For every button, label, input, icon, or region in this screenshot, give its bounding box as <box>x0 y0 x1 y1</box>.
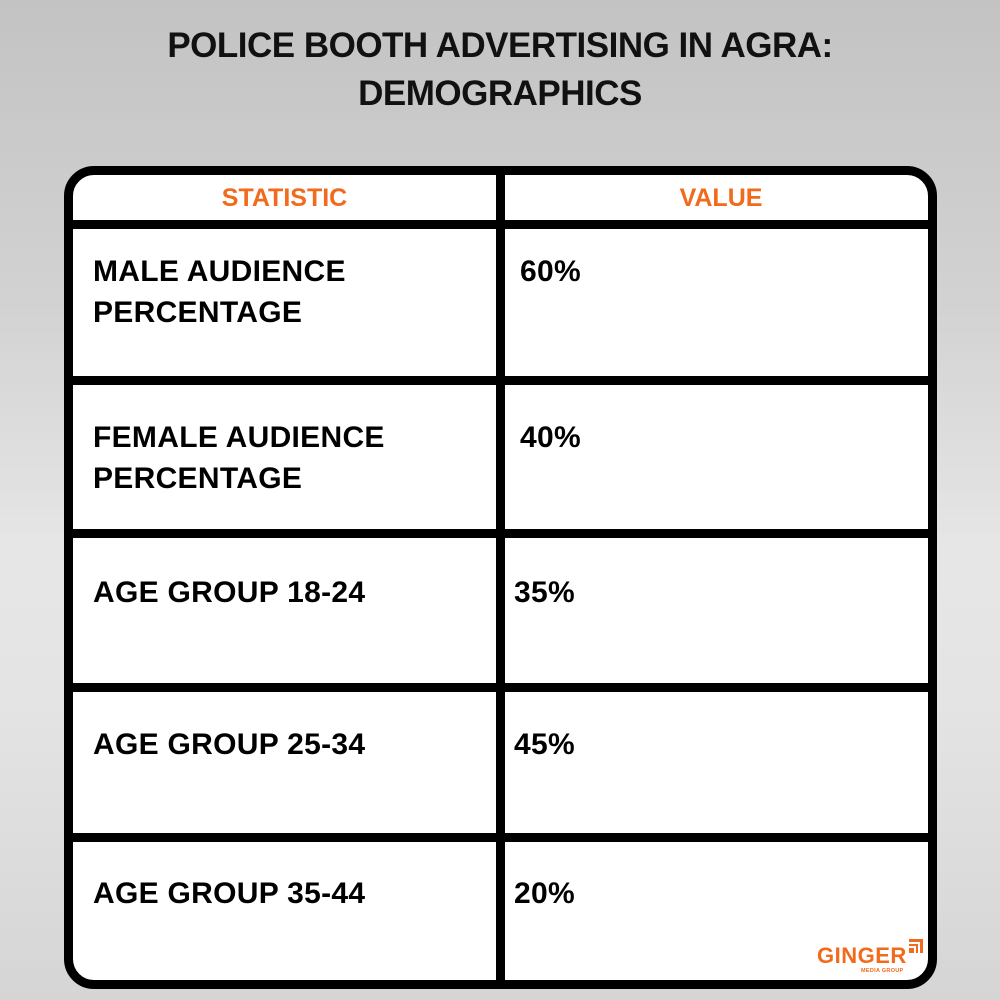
column-header-statistic: STATISTIC <box>221 184 348 212</box>
page-title: POLICE BOOTH ADVERTISING IN AGRA: DEMOGR… <box>0 22 1000 118</box>
row-divider <box>73 683 928 692</box>
column-header-value: VALUE <box>679 184 763 212</box>
value-cell: 45% <box>514 728 575 761</box>
ginger-media-group-logo: GINGER MEDIA GROUP <box>817 939 923 979</box>
statistic-label: PERCENTAGE <box>93 462 303 495</box>
statistic-cell: AGE GROUP 35-44 <box>93 877 366 910</box>
logo-name: GINGER <box>817 943 907 968</box>
logo-subtitle: MEDIA GROUP <box>861 968 904 974</box>
statistic-label: PERCENTAGE <box>93 296 303 329</box>
statistic-cell: AGE GROUP 18-24 <box>93 576 366 609</box>
demographics-table: STATISTIC VALUE MALE AUDIENCE PERCENTAGE… <box>64 166 937 989</box>
title-line-2: DEMOGRAPHICS <box>358 74 642 113</box>
statistic-label: MALE AUDIENCE <box>93 255 346 288</box>
value-cell: 20% <box>514 877 575 910</box>
statistic-cell: FEMALE AUDIENCE PERCENTAGE <box>93 417 493 499</box>
statistic-cell: MALE AUDIENCE PERCENTAGE <box>93 251 493 333</box>
title-line-1: POLICE BOOTH ADVERTISING IN AGRA: <box>167 26 833 65</box>
statistic-label: FEMALE AUDIENCE <box>93 421 385 454</box>
value-cell: 35% <box>514 576 575 609</box>
row-divider <box>73 529 928 538</box>
statistic-cell: AGE GROUP 25-34 <box>93 728 366 761</box>
row-divider <box>73 376 928 385</box>
value-cell: 60% <box>520 255 581 288</box>
row-divider <box>73 833 928 842</box>
ginger-logo-mark-icon <box>909 939 923 953</box>
column-divider <box>496 175 505 980</box>
header-divider <box>73 220 928 229</box>
value-cell: 40% <box>520 421 581 454</box>
